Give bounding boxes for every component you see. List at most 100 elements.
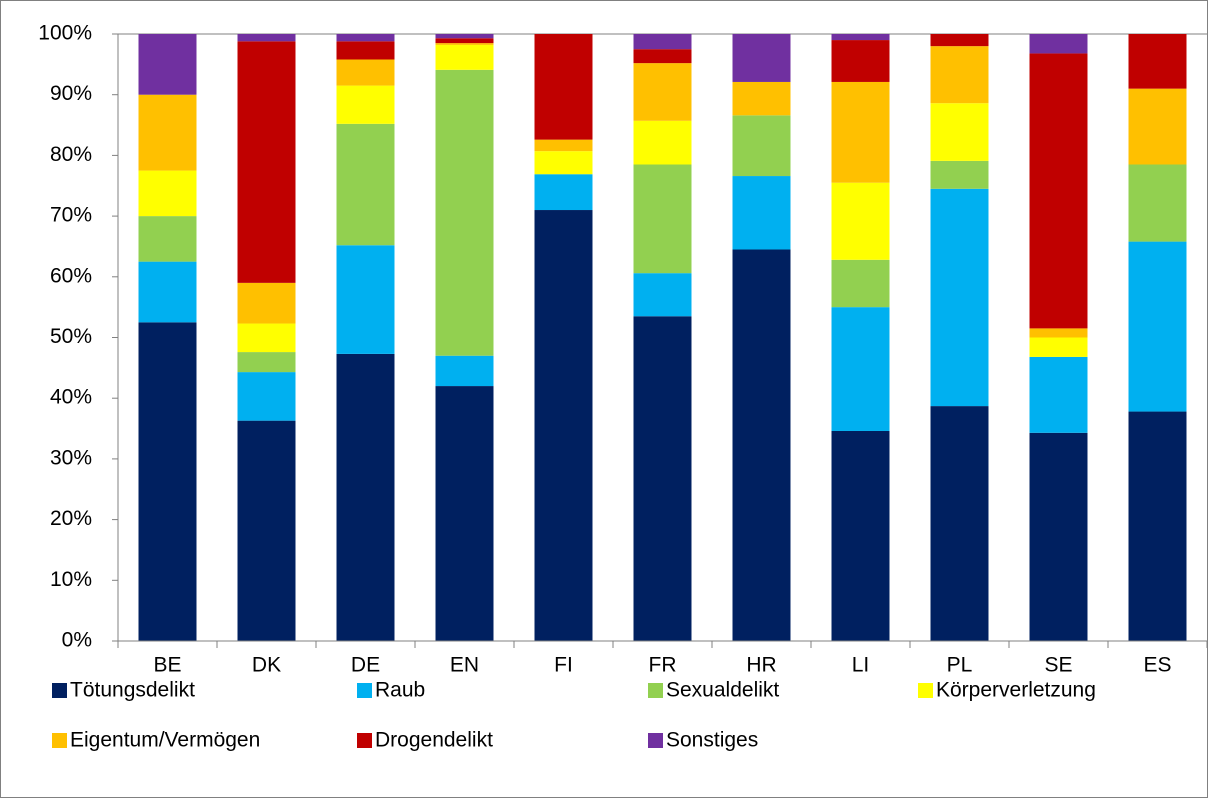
- x-tick-label: FR: [649, 654, 677, 677]
- y-tick-label: 0%: [62, 629, 92, 652]
- bar-segment: [831, 182, 890, 260]
- bar-segment: [336, 59, 395, 86]
- y-tick-label: 90%: [50, 82, 92, 105]
- bar-segment: [336, 245, 395, 354]
- y-tick-label: 70%: [50, 204, 92, 227]
- bar-segment: [237, 420, 296, 641]
- legend-swatch: [648, 683, 663, 698]
- bar-segment: [831, 34, 890, 41]
- bar-segment: [336, 123, 395, 246]
- x-tick-label: HR: [746, 654, 776, 677]
- bar-segment: [336, 34, 395, 42]
- bar-segment: [138, 216, 197, 262]
- bar-segment: [732, 249, 791, 642]
- bar-segment: [930, 46, 989, 104]
- bar-segment: [435, 43, 494, 45]
- bar-segment: [1128, 411, 1187, 641]
- bar-segment: [633, 49, 692, 64]
- bar-segment: [633, 316, 692, 641]
- bar-segment: [534, 174, 593, 211]
- legend-label: Raub: [375, 679, 425, 702]
- bar-segment: [1029, 53, 1088, 329]
- legend-swatch: [648, 733, 663, 748]
- bar-segment: [237, 323, 296, 353]
- bar-segment: [930, 34, 989, 47]
- bar-segment: [732, 176, 791, 250]
- bar-segment: [1029, 432, 1088, 641]
- bar-segment: [237, 372, 296, 421]
- legend-swatch: [52, 733, 67, 748]
- bar-segment: [435, 38, 494, 44]
- bar-segment: [732, 115, 791, 177]
- legend-label: Körperverletzung: [936, 679, 1096, 702]
- bar-segment: [633, 164, 692, 274]
- bar-segment: [1029, 337, 1088, 357]
- bar-segment: [138, 94, 197, 171]
- bar-segment: [732, 34, 791, 82]
- legend-label: Sexualdelikt: [666, 679, 779, 702]
- x-tick-label: EN: [450, 654, 479, 677]
- bar-segment: [1029, 34, 1088, 54]
- bar-segment: [138, 322, 197, 641]
- x-tick-label: BE: [153, 654, 181, 677]
- bar-segment: [534, 34, 593, 140]
- x-tick-label: FI: [554, 654, 573, 677]
- y-tick-label: 30%: [50, 446, 92, 469]
- bar-segment: [831, 430, 890, 641]
- bar-segment: [831, 81, 890, 183]
- legend-label: Tötungsdelikt: [70, 679, 195, 702]
- bar-segment: [534, 210, 593, 641]
- bar-segment: [930, 406, 989, 641]
- y-tick-label: 10%: [50, 568, 92, 591]
- bar-segment: [435, 34, 494, 39]
- legend-label: Drogendelikt: [375, 729, 493, 752]
- bar-segment: [237, 352, 296, 373]
- bar-segment: [237, 34, 296, 42]
- bar-segment: [633, 273, 692, 317]
- y-tick-label: 50%: [50, 325, 92, 348]
- bar-segment: [534, 139, 593, 152]
- bar-segment: [435, 386, 494, 641]
- bar-segment: [831, 259, 890, 308]
- y-tick-label: 20%: [50, 507, 92, 530]
- bar-segment: [336, 353, 395, 641]
- bar-segment: [435, 355, 494, 387]
- y-tick-label: 100%: [38, 22, 92, 45]
- x-tick-label: SE: [1044, 654, 1072, 677]
- bar-segment: [237, 41, 296, 283]
- bar-segment: [336, 85, 395, 124]
- bar-segment: [1128, 88, 1187, 165]
- x-tick-label: DK: [252, 654, 281, 677]
- bar-segment: [435, 44, 494, 70]
- legend-swatch: [357, 733, 372, 748]
- y-tick-label: 60%: [50, 264, 92, 287]
- bar-segment: [1128, 241, 1187, 412]
- bar-segment: [138, 34, 197, 95]
- bar-segment: [633, 34, 692, 50]
- legend-swatch: [357, 683, 372, 698]
- bar-segment: [930, 188, 989, 407]
- bar-segment: [831, 307, 890, 431]
- legend-label: Sonstiges: [666, 729, 758, 752]
- legend-swatch: [52, 683, 67, 698]
- bar-segment: [336, 41, 395, 60]
- bar-segment: [831, 40, 890, 82]
- legend-label: Eigentum/Vermögen: [70, 729, 260, 752]
- bar-segment: [435, 69, 494, 356]
- x-tick-label: DE: [351, 654, 380, 677]
- bar-segment: [633, 120, 692, 165]
- bar-segment: [534, 151, 593, 175]
- y-tick-label: 40%: [50, 386, 92, 409]
- bar-segment: [138, 170, 197, 217]
- x-tick-label: PL: [947, 654, 973, 677]
- bar-segment: [930, 160, 989, 189]
- bar-segment: [633, 63, 692, 121]
- legend-swatch: [918, 683, 933, 698]
- bar-segment: [930, 103, 989, 161]
- bar-segment: [237, 282, 296, 324]
- y-tick-label: 80%: [50, 143, 92, 166]
- bar-segment: [1128, 34, 1187, 89]
- bar-segment: [732, 81, 791, 116]
